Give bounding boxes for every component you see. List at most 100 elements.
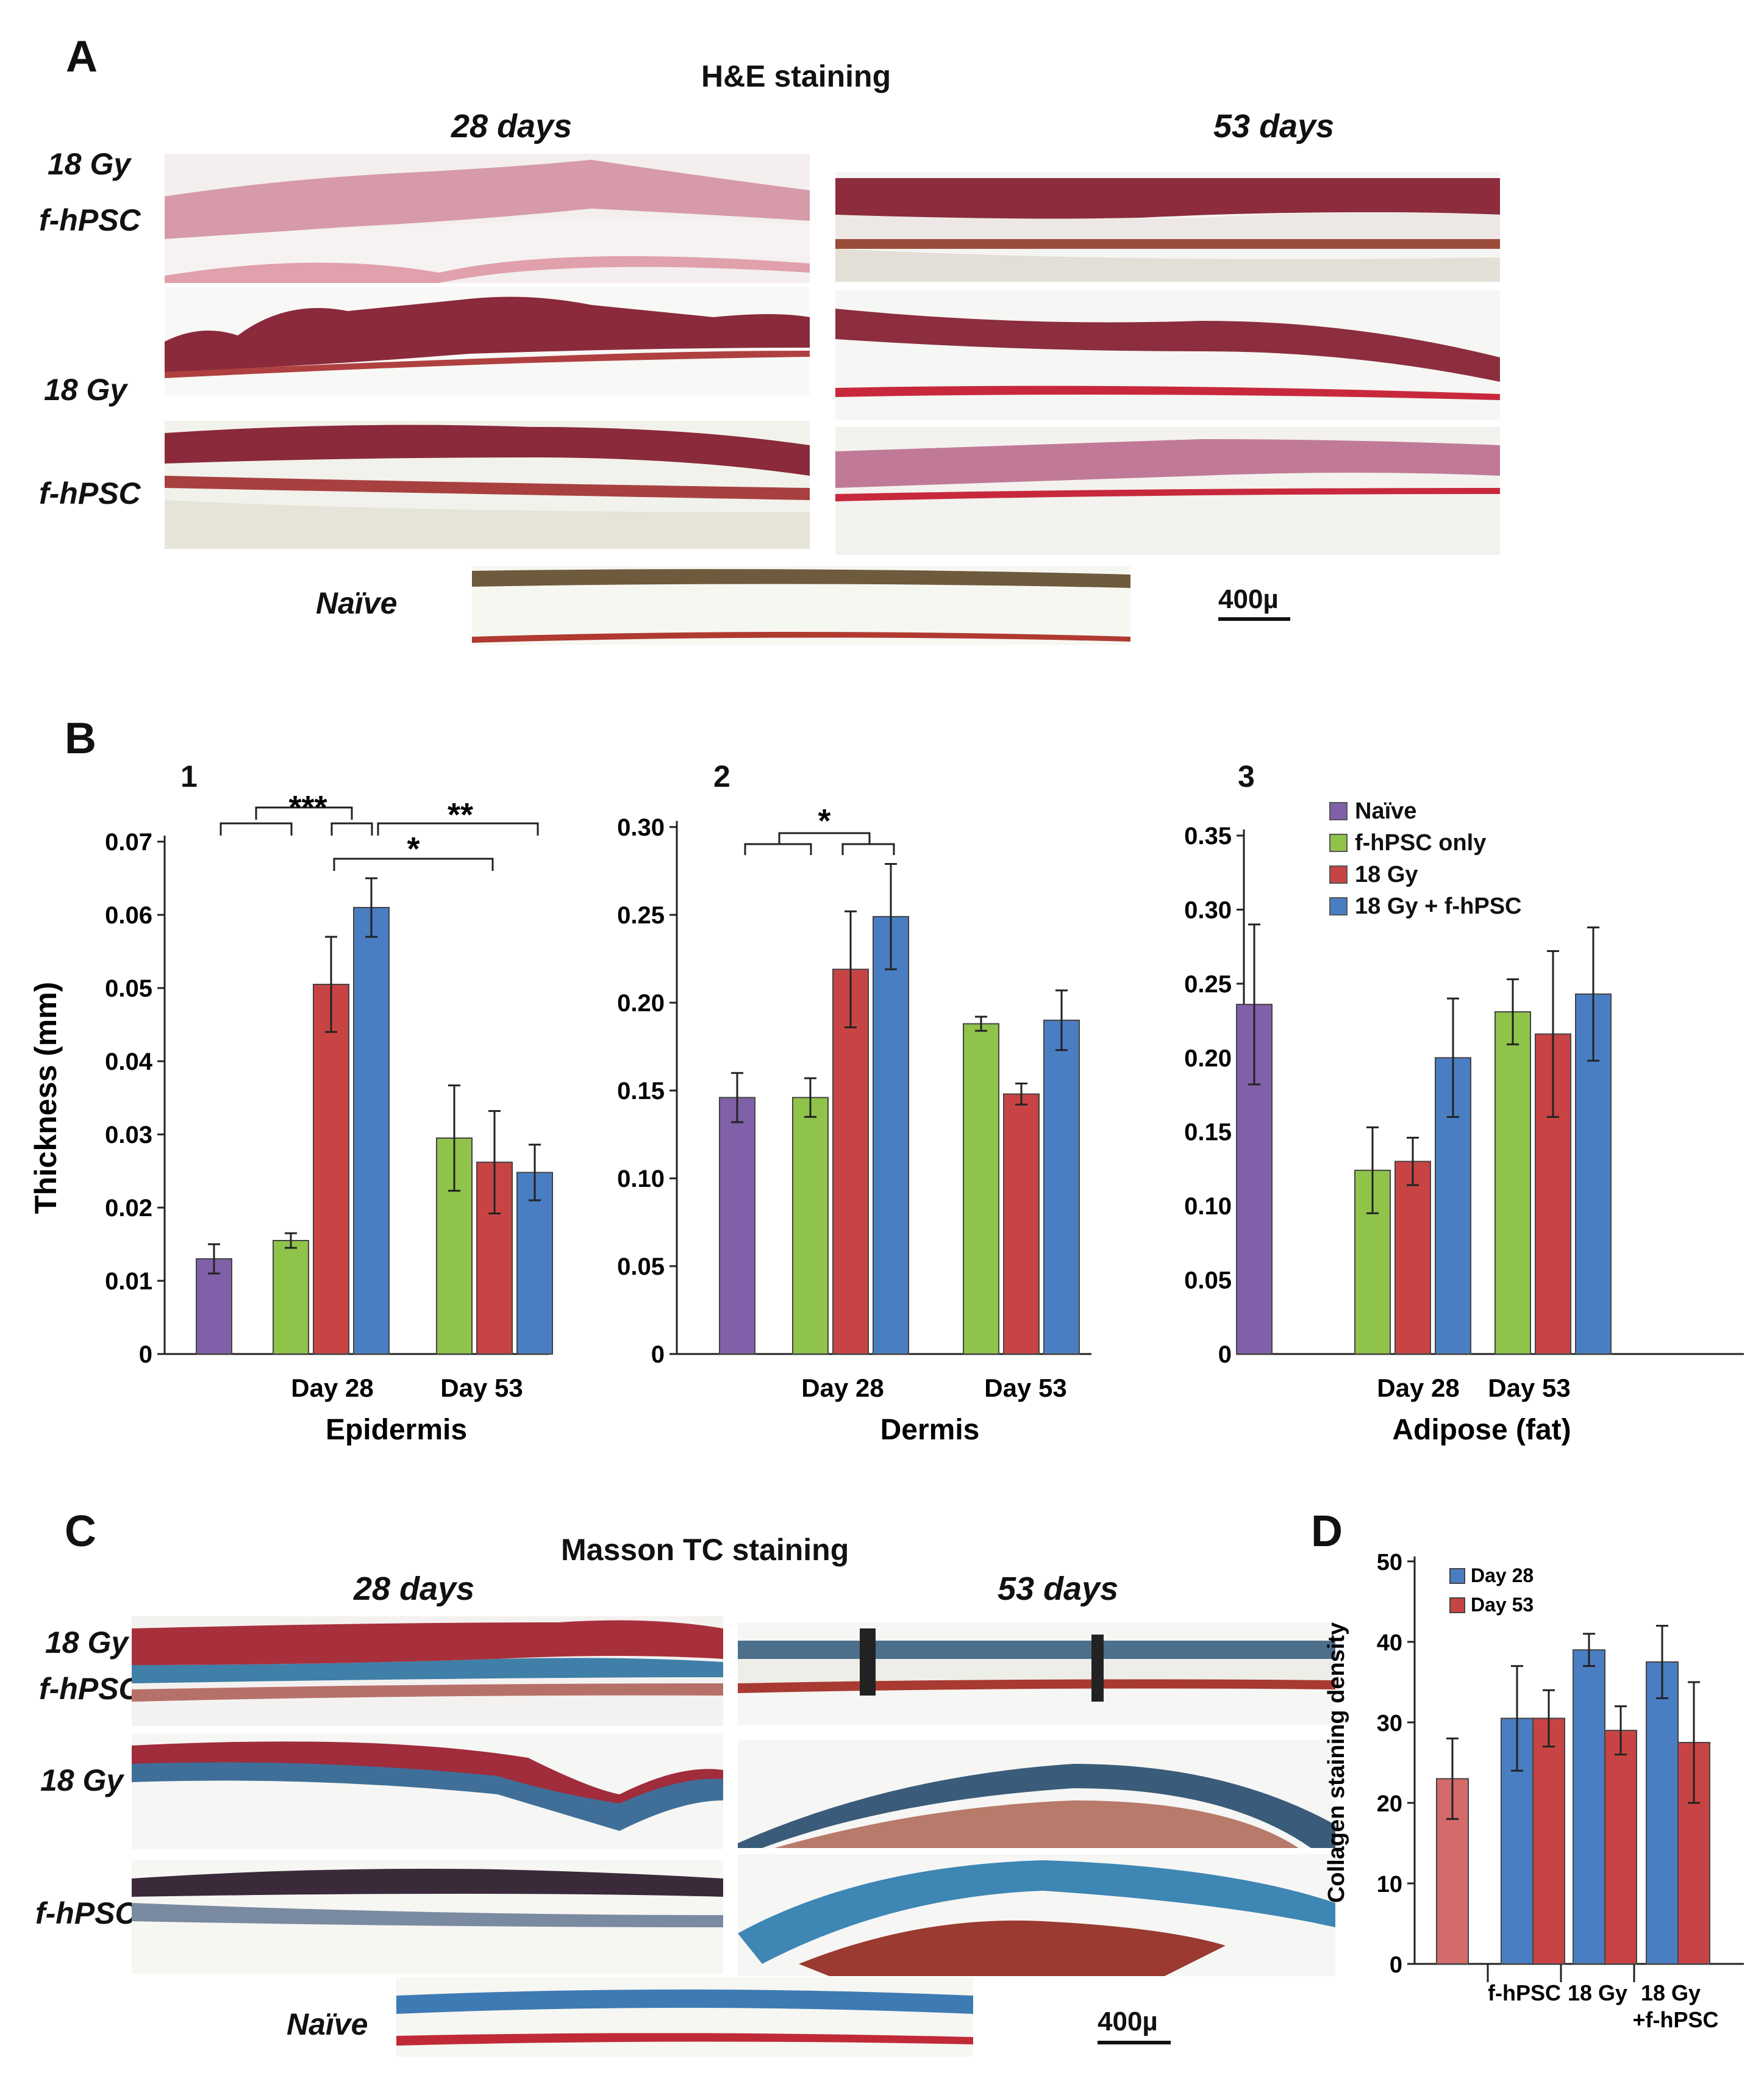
- B1-y-tick-label: 0.05: [105, 975, 152, 1002]
- he-image-28d-fhpsc: [165, 421, 810, 549]
- panel-a-row-18gy-1: 18 Gy: [48, 147, 131, 181]
- B3-y-tick-label: 0.25: [1184, 971, 1232, 998]
- B2-y-tick-label: 0.10: [617, 1166, 665, 1192]
- legend-label-fhpsc: f-hPSC only: [1355, 829, 1487, 856]
- panel-a-scale-label: 400µ: [1218, 584, 1279, 614]
- legend-label-naive: Naïve: [1355, 798, 1417, 824]
- panel-c-row-fhpsc-1: f-hPSC: [39, 1672, 141, 1706]
- chart-adipose: 0 0.05 0.10 0.15 0.20 0.25 0.30 0.35 Day 28 Day 5…: [1184, 823, 1744, 1446]
- legend-item-naive: Naïve: [1329, 795, 1521, 827]
- B2-bar-na-ve-na-ve: [719, 1097, 755, 1355]
- d-bar-18-gy-f-hpsc-day-28: [1646, 1661, 1679, 1965]
- panel-a-scale-bar: [1218, 617, 1290, 621]
- B3-bar-day-53-f-hpsc-only: [1494, 1011, 1531, 1355]
- b2-significance-one-star: *: [818, 803, 830, 839]
- he-image-naive: [472, 566, 1130, 645]
- panel-c-scale-label: 400µ: [1098, 2007, 1158, 2036]
- panel-a-row-naive: Naïve: [316, 586, 398, 620]
- legend-item-18gy-fhpsc: 18 Gy + f-hPSC: [1329, 890, 1521, 922]
- b1-bracket-day53: [377, 822, 539, 836]
- d-bar-18-gy-day-53: [1604, 1730, 1637, 1965]
- B2-y-tick-label: 0.05: [617, 1253, 665, 1280]
- B1-x-axis-title: Epidermis: [326, 1414, 467, 1446]
- panel-c-col-28-days: 28 days: [354, 1571, 475, 1607]
- B1-bar-day-53-18-gy-f-hpsc: [516, 1172, 553, 1355]
- B3-y-tick-label: 0.30: [1184, 897, 1232, 923]
- panel-a-row-fhpsc-2: f-hPSC: [39, 476, 141, 510]
- he-image-28d-combined: [165, 154, 810, 283]
- legend-item-18gy: 18 Gy: [1329, 859, 1521, 890]
- B2-y-tick-label: 0.15: [617, 1078, 665, 1105]
- panel-a-row-18gy-2: 18 Gy: [44, 373, 127, 407]
- panel-a-col-53-days: 53 days: [1213, 108, 1335, 145]
- b1-bracket-star: [333, 858, 494, 871]
- B1-y-axis-title: Thickness (mm): [29, 982, 63, 1214]
- masson-image-28d-18gy: [132, 1733, 723, 1849]
- B3-y-tick-label: 0.20: [1184, 1045, 1232, 1072]
- masson-image-53d-combined: [738, 1622, 1335, 1725]
- B3-y-tick-label: 0.15: [1184, 1119, 1232, 1146]
- B1-bar-day-28-f-hpsc-only: [273, 1240, 309, 1355]
- d-legend-label-day28: Day 28: [1471, 1564, 1534, 1586]
- legend-swatch-18gy-fhpsc: [1329, 897, 1348, 915]
- b2-bracket-18gy-combined: [841, 843, 895, 855]
- B1-y-tick-label: 0.03: [105, 1122, 152, 1148]
- panel-d-letter: D: [1311, 1507, 1343, 1556]
- panel-c-row-naive: Naïve: [287, 2007, 368, 2041]
- chart-collagen: 0 10 20 30 40 50 f-hPSC 18 Gy 18 Gy+f-hPSC Collag…: [1324, 1550, 1744, 2032]
- d-y-tick-label: 40: [1377, 1630, 1402, 1656]
- B2-bar-day-53-18-gy: [1003, 1093, 1040, 1355]
- B3-x-axis-title: Adipose (fat): [1392, 1414, 1571, 1446]
- masson-image-53d-18gy: [738, 1739, 1335, 1848]
- panel-c-scale-bar: [1098, 2041, 1171, 2044]
- panel-c-title: Masson TC staining: [561, 1533, 849, 1567]
- panel-b-letter: B: [65, 714, 96, 763]
- legend-swatch-naive: [1329, 802, 1348, 820]
- d-y-tick-label: 20: [1377, 1791, 1402, 1817]
- B2-bar-day-53-18-gy-f-hpsc: [1043, 1019, 1080, 1355]
- B2-y-tick-label: 0: [651, 1341, 665, 1368]
- B1-y-tick-label: 0.07: [105, 829, 152, 856]
- b1-bracket-18gy-combined: [330, 822, 373, 836]
- d-y-tick-label: 30: [1377, 1711, 1402, 1736]
- b1-bracket-naive-fhpsc: [220, 822, 293, 836]
- B1-bar-day-28-18-gy-f-hpsc: [353, 907, 390, 1355]
- panel-c-row-fhpsc-2: f-hPSC: [35, 1896, 137, 1930]
- B2-y-tick-label: 0.20: [617, 990, 665, 1017]
- B3-bar-day-28-18-gy: [1394, 1161, 1431, 1355]
- d-legend-swatch-day53: [1449, 1597, 1465, 1613]
- d-legend-label-day53: Day 53: [1471, 1594, 1534, 1616]
- legend-label-18gy-fhpsc: 18 Gy + f-hPSC: [1355, 893, 1522, 919]
- b2-bracket-naive-fhpsc: [744, 843, 812, 855]
- chart-epidermis: 0 0.01 0.02 0.03 0.04 0.05 0.06 0.07 Day 28 Day 5…: [29, 789, 553, 1446]
- panel-c-letter: C: [65, 1507, 96, 1556]
- panel-c-row-18gy-2: 18 Gy: [40, 1763, 124, 1797]
- legend-swatch-fhpsc: [1329, 834, 1348, 852]
- he-image-53d-fhpsc: [835, 427, 1500, 555]
- B1-group-label-day-28: Day 28: [291, 1374, 373, 1402]
- B1-y-tick-label: 0.06: [105, 902, 152, 929]
- B2-x-axis-title: Dermis: [880, 1414, 980, 1446]
- panel-a-col-28-days: 28 days: [451, 108, 573, 145]
- d-x-label-18gy-combined-line2: +f-hPSC: [1632, 2007, 1718, 2032]
- d-x-label-fhpsc: f-hPSC: [1488, 1980, 1561, 2005]
- B1-group-label-day-53: Day 53: [440, 1374, 523, 1402]
- panel-c-row-18gy-1: 18 Gy: [45, 1625, 129, 1660]
- b1-significance-two-star: **: [448, 797, 473, 833]
- panel-b1-number: 1: [180, 759, 198, 793]
- panel-a-letter: A: [66, 32, 98, 81]
- b2-bracket-upper: [778, 832, 871, 844]
- B3-group-label-day-53: Day 53: [1488, 1374, 1570, 1402]
- b1-bracket-upper-left: [255, 806, 353, 820]
- d-bar-f-hpsc-day-53: [1532, 1717, 1565, 1965]
- B2-bar-day-28-18-gy-f-hpsc: [873, 915, 909, 1355]
- d-y-axis-title: Collagen staining density: [1324, 1622, 1349, 1903]
- masson-image-28d-combined: [132, 1616, 723, 1726]
- B2-y-tick-label: 0.25: [617, 902, 665, 929]
- B3-y-tick-label: 0: [1218, 1341, 1232, 1368]
- d-legend-swatch-day28: [1449, 1568, 1465, 1584]
- d-x-label-18gy-combined-line1: 18 Gy: [1641, 1980, 1701, 2005]
- B3-y-tick-label: 0.35: [1184, 823, 1232, 850]
- d-y-tick-label: 0: [1390, 1952, 1402, 1978]
- B2-group-label-day-28: Day 28: [801, 1374, 884, 1402]
